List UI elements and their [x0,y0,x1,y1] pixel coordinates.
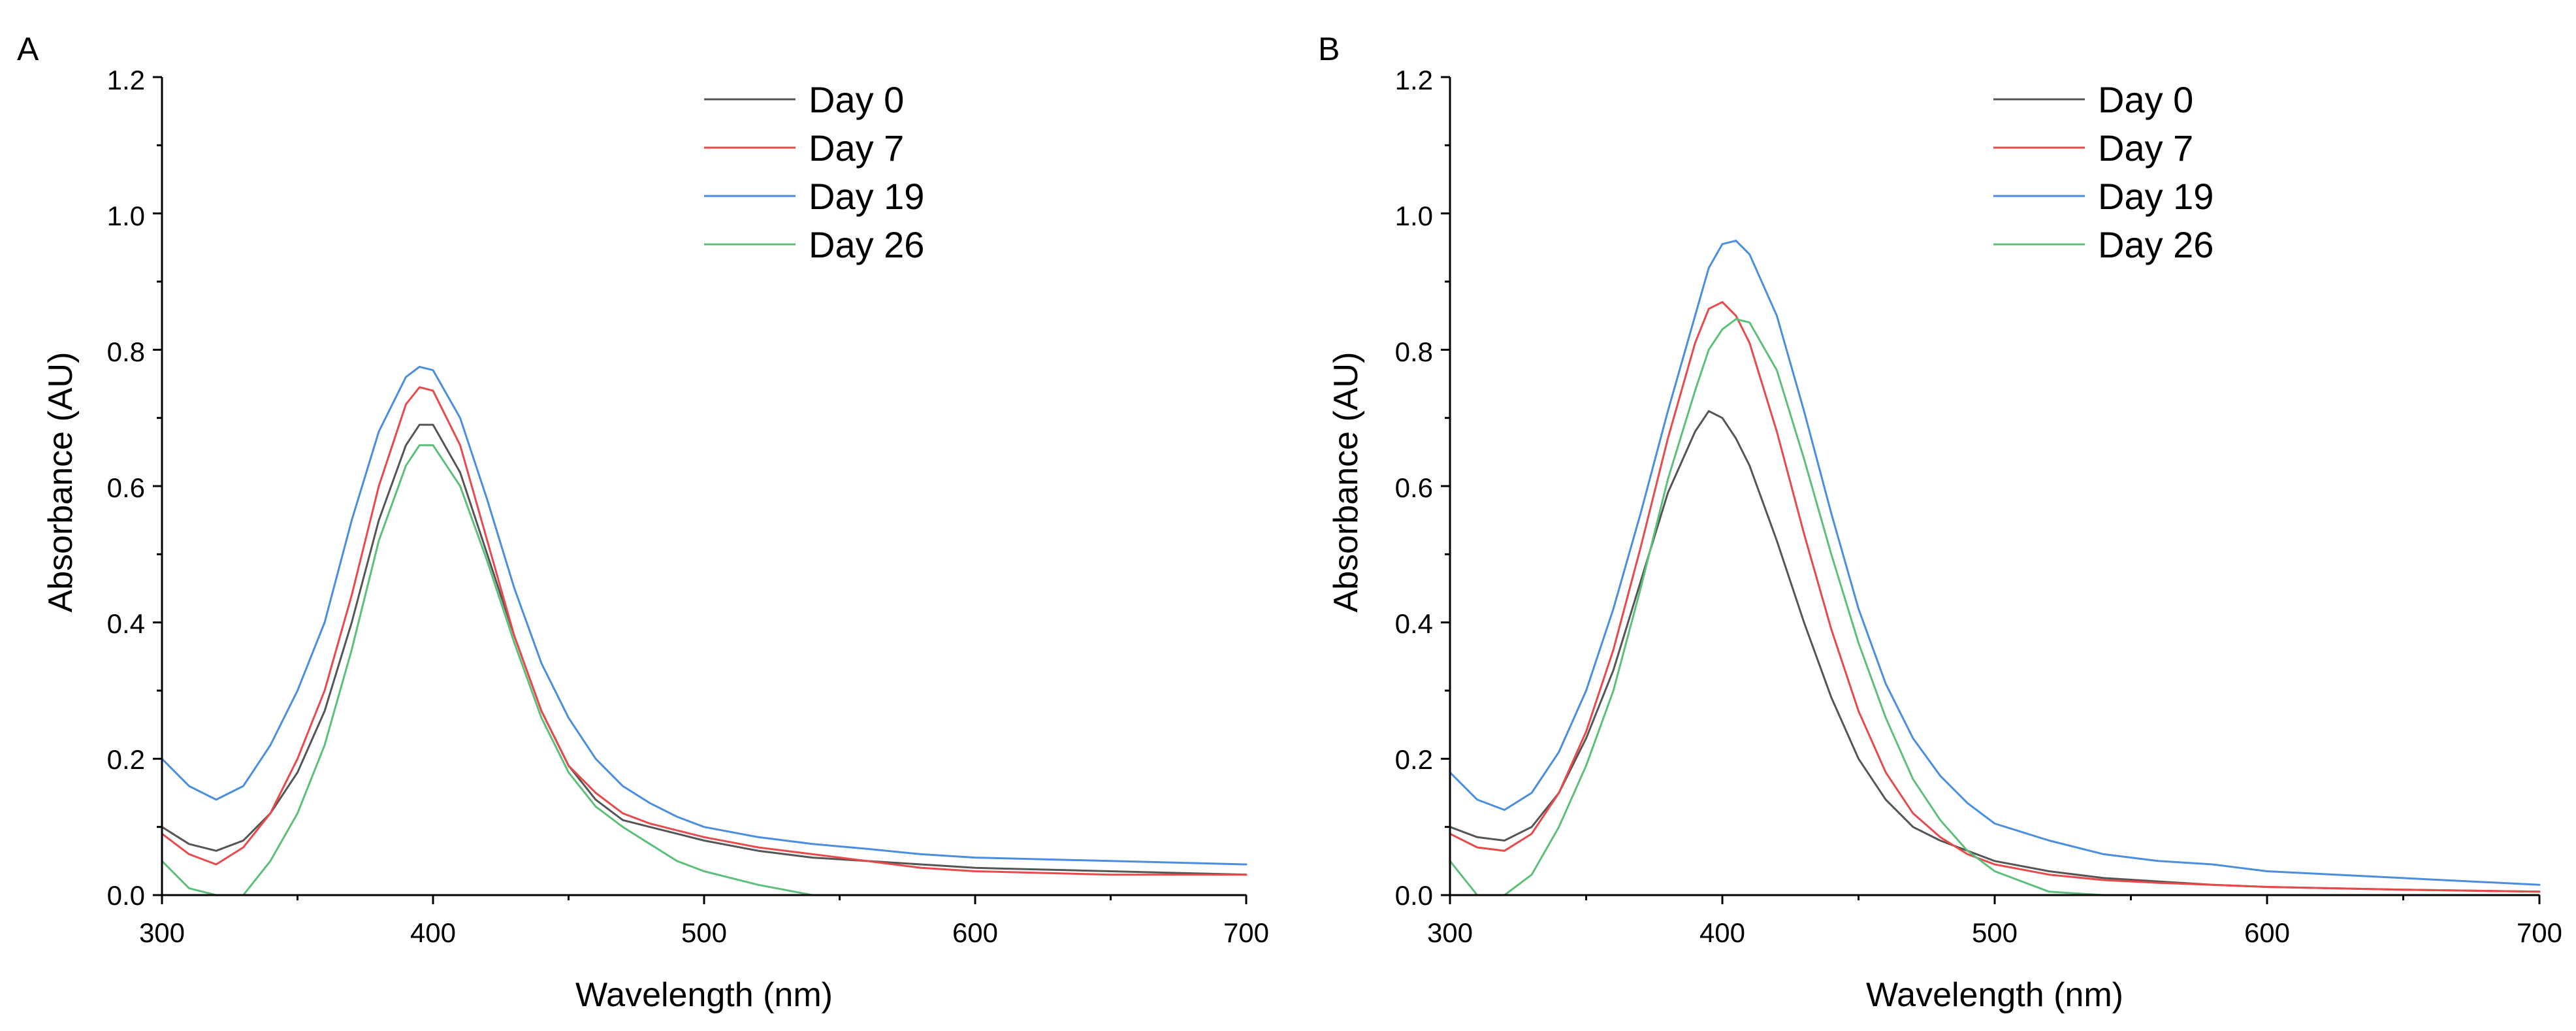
panel-label: A [17,31,39,67]
panel-a: A Absorbance (AU) Wavelength (nm) 0.0 0.… [17,31,1269,1014]
series-line-day-0 [1449,410,2541,893]
legend-label: Day 7 [809,127,904,169]
legend-label: Day 19 [2098,176,2214,217]
y-tick-label: 0.0 [1395,880,1433,911]
x-tick-label: 500 [1972,917,2018,948]
x-tick-label: 700 [1223,917,1269,948]
x-axis-title: Wavelength (nm) [575,976,833,1014]
y-axis-title: Absorbance (AU) [42,352,80,613]
y-tick-label: 1.0 [1395,201,1433,231]
legend: Day 0 Day 7 Day 19 Day 26 [1993,79,2214,265]
y-tick-label: 0.6 [107,472,145,503]
y-tick-label: 1.0 [107,201,145,231]
y-tick-label: 0.2 [107,744,145,775]
y-axis-title: Absorbance (AU) [1327,352,1365,613]
x-tick-label: 400 [410,917,456,948]
panel-label: B [1318,31,1340,67]
x-tick-label: 400 [1699,917,1745,948]
y-tick-label: 0.4 [1395,608,1433,639]
legend-label: Day 0 [809,79,904,120]
panel-b: B Absorbance (AU) Wavelength (nm) 0.0 0.… [1318,31,2562,1014]
y-tick-label: 0.2 [1395,744,1433,775]
legend-label: Day 19 [809,176,924,217]
legend-label: Day 7 [2098,127,2193,169]
series-line-day-19 [161,365,1248,866]
series-line-day-7 [161,386,1248,876]
legend-label: Day 26 [809,224,924,265]
x-tick-labels: 300 400 500 600 700 [139,917,1269,948]
y-tick-label: 0.8 [1395,336,1433,367]
y-tick-labels: 0.0 0.2 0.4 0.6 0.8 1.0 1.2 [1395,65,1433,911]
series-line-day-19 [1449,239,2541,886]
y-tick-label: 1.2 [107,65,145,95]
legend: Day 0 Day 7 Day 19 Day 26 [704,79,924,265]
x-tick-label: 500 [681,917,727,948]
y-tick-labels: 0.0 0.2 0.4 0.6 0.8 1.0 1.2 [107,65,145,911]
legend-label: Day 26 [2098,224,2214,265]
x-tick-label: 600 [2244,917,2290,948]
y-tick-label: 0.6 [1395,472,1433,503]
x-tick-label: 300 [1427,917,1473,948]
y-tick-label: 0.0 [107,880,145,911]
x-tick-label: 300 [139,917,185,948]
y-tick-label: 0.8 [107,336,145,367]
x-tick-labels: 300 400 500 600 700 [1427,917,2562,948]
x-axis-title: Wavelength (nm) [1866,976,2123,1014]
y-tick-label: 1.2 [1395,65,1433,95]
x-tick-label: 600 [952,917,998,948]
y-tick-label: 0.4 [107,608,145,639]
x-tick-label: 700 [2517,917,2562,948]
series-line-day-7 [1449,301,2541,893]
legend-label: Day 0 [2098,79,2193,120]
